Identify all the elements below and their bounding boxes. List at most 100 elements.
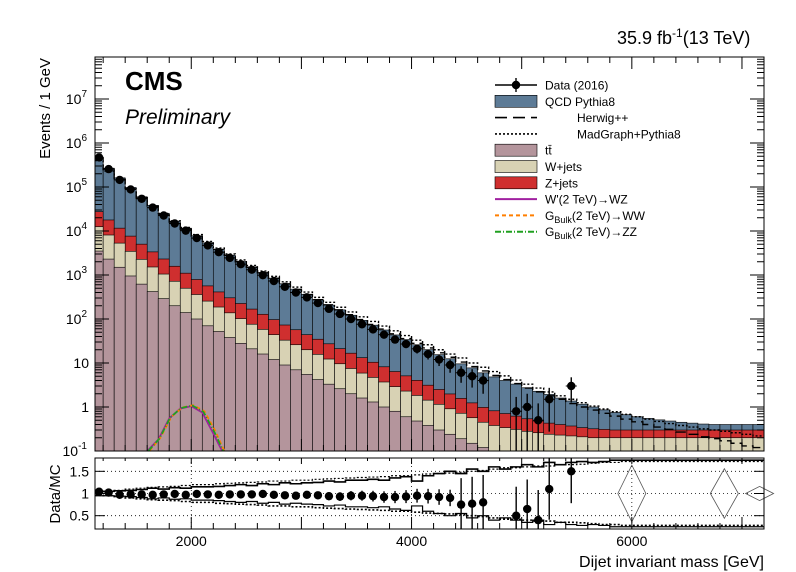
data-point — [324, 304, 334, 314]
line-signal_ww — [148, 404, 226, 452]
data-point — [94, 153, 104, 162]
bar-ttbar — [389, 410, 401, 452]
bar-wjets — [708, 437, 721, 452]
y-tick-label: 106 — [66, 133, 88, 151]
legend-swatch-data — [511, 80, 521, 90]
x-tick-label: 6000 — [616, 533, 647, 549]
main-y-axis: 10-1 1 10 102 103 104 105 106 107 — [63, 56, 764, 459]
ratio-point — [511, 511, 521, 520]
ratio-y-axis: 0.5 1 1.5 — [70, 463, 764, 524]
bar-wjets — [543, 433, 556, 452]
data-point — [522, 402, 532, 412]
ratio-point — [390, 492, 400, 502]
bar-ttbar — [345, 393, 357, 452]
ratio-point — [324, 491, 334, 501]
data-points-layer — [94, 153, 577, 451]
bar-ttbar — [102, 258, 115, 452]
bar-ttbar — [179, 312, 192, 452]
ratio-point — [302, 490, 312, 500]
bar-ttbar — [466, 442, 478, 452]
y-tick-label: 107 — [66, 89, 88, 107]
bar-ttbar — [323, 383, 335, 452]
y-tick-label: 1 — [81, 399, 89, 415]
ratio-point — [104, 488, 113, 497]
bar-ttbar — [433, 429, 445, 452]
bar-ttbar — [268, 359, 280, 452]
data-point — [368, 325, 378, 334]
legend-label: tt̄ — [545, 144, 552, 158]
bar-wjets — [499, 427, 511, 452]
data-point — [401, 339, 411, 349]
bar-ttbar — [400, 416, 412, 452]
mc-lines-layer — [95, 157, 764, 449]
ratio-point — [258, 489, 268, 499]
ratio-point — [115, 490, 124, 500]
bar-wjets — [664, 437, 677, 452]
ratio-point — [401, 492, 411, 501]
ratio-bands — [95, 459, 775, 528]
legend-swatch-wjets — [494, 160, 538, 173]
data-point — [192, 233, 201, 243]
bar-wjets — [653, 437, 666, 452]
ratio-point — [291, 491, 301, 500]
data-point — [434, 355, 444, 364]
data-point — [247, 265, 257, 274]
data-point — [291, 288, 301, 297]
data-point — [357, 320, 367, 329]
ratio-point — [534, 515, 543, 525]
bar-ttbar — [312, 379, 324, 452]
data-point — [467, 372, 477, 381]
legend-label: GBulk(2 TeV)→WW — [545, 209, 646, 225]
bar-ttbar — [290, 369, 302, 452]
data-point — [137, 194, 146, 203]
ratio-data-points — [94, 458, 576, 529]
y-tick-label: 10 — [73, 355, 89, 371]
bar-wjets — [741, 437, 754, 452]
bar-ttbar — [411, 420, 423, 452]
ratio-band-herwig_band_hi — [95, 459, 764, 493]
bar-ttbar — [113, 266, 126, 452]
ratio-point — [423, 491, 433, 501]
bar-wjets — [620, 437, 633, 452]
ratio-band-mirror-madgraph_band_lo — [95, 460, 764, 493]
ratio-point — [94, 487, 104, 496]
legend-label: QCD Pythia8 — [545, 95, 615, 109]
legend-swatch-ttbar — [494, 143, 538, 157]
bar-wjets — [730, 437, 743, 452]
ratio-point — [412, 491, 422, 500]
bar-ttbar — [235, 343, 247, 452]
ratio-point — [203, 490, 212, 499]
ratio-point — [434, 492, 444, 502]
bar-wjets — [719, 437, 732, 452]
bar-ttbar — [124, 275, 137, 452]
ratio-point — [148, 490, 157, 500]
bar-ttbar — [168, 305, 181, 452]
ratio-point — [280, 491, 290, 500]
bar-wjets — [576, 436, 589, 452]
data-point — [445, 360, 455, 370]
legend-label: GBulk(2 TeV)→ZZ — [545, 225, 637, 241]
data-point — [126, 185, 135, 194]
data-point — [148, 203, 157, 212]
ratio-point — [159, 490, 168, 499]
data-point — [534, 416, 543, 425]
bar-ttbar — [367, 401, 379, 452]
ratio-point — [467, 499, 477, 508]
y-tick-label: 103 — [66, 265, 88, 283]
x-tick-label: 2000 — [176, 533, 207, 549]
bar-wjets — [631, 437, 644, 452]
ratio-y-tick-label: 1.5 — [70, 463, 90, 479]
bar-ttbar — [190, 318, 203, 452]
bar-ttbar — [94, 250, 104, 452]
legend: Data (2016) QCD Pythia8 Herwig++ MadGraph+P… — [494, 78, 681, 241]
ratio-point — [126, 490, 135, 499]
legend-label: Z+jets — [545, 176, 578, 190]
legend-label: W+jets — [545, 160, 582, 174]
ratio-point — [368, 491, 378, 501]
bar-ttbar — [444, 433, 456, 452]
data-point — [511, 407, 521, 416]
bar-ttbar — [422, 425, 434, 452]
ratio-uncertainty-hatch — [709, 467, 739, 520]
bar-ttbar — [334, 388, 346, 452]
ratio-point — [357, 491, 367, 500]
